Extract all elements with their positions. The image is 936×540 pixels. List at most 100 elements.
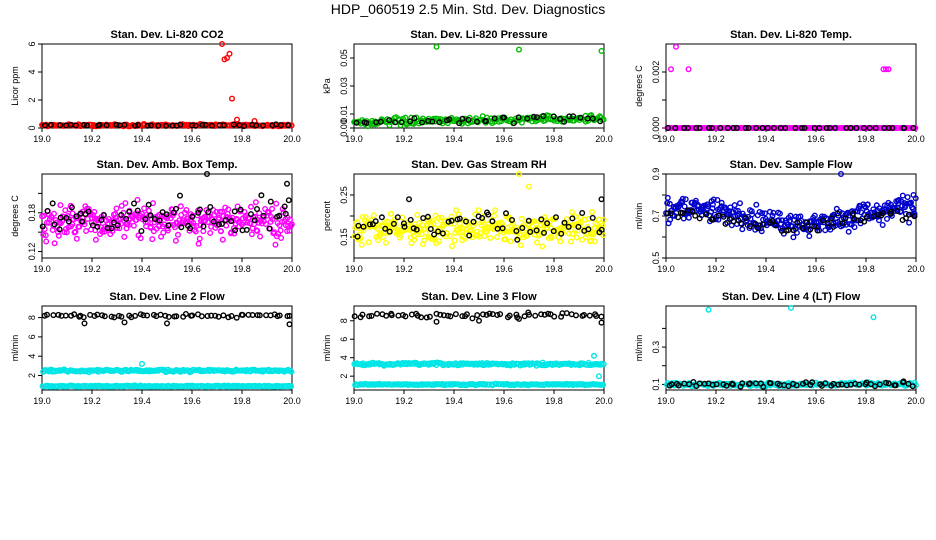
data-point: [402, 114, 409, 121]
data-point: [876, 381, 883, 388]
data-point: [147, 212, 154, 219]
data-point: [912, 382, 919, 389]
data-point: [540, 112, 547, 119]
data-point: [351, 313, 358, 320]
data-point: [155, 223, 162, 230]
data-point: [257, 233, 264, 240]
data-point: [600, 216, 607, 223]
data-point: [188, 122, 195, 129]
data-point: [207, 229, 214, 236]
data-point: [186, 225, 193, 232]
data-point: [541, 229, 548, 236]
data-point: [190, 219, 197, 226]
data-point: [856, 381, 863, 388]
x-tick-label: 19.6: [807, 396, 825, 406]
data-point: [358, 241, 365, 248]
data-point: [575, 223, 582, 230]
chart-title: Stan. Dev. Sample Flow: [730, 159, 853, 171]
data-point: [420, 215, 427, 222]
data-point: [365, 239, 372, 246]
data-point: [51, 240, 58, 247]
data-point: [423, 314, 430, 321]
data-point: [160, 229, 167, 236]
data-point: [137, 235, 144, 242]
data-point: [109, 228, 116, 235]
data-point: [446, 116, 453, 123]
y-tick-label: 0.3: [651, 341, 661, 354]
chart-title: Stan. Dev. Li-820 Pressure: [410, 29, 547, 41]
chart-panel: Stan. Dev. Line 2 Flow 19.0 19.2 19.4 19.6 19…: [10, 291, 301, 406]
data-point: [598, 226, 605, 233]
data-point: [189, 312, 196, 319]
data-point: [807, 226, 814, 233]
data-point: [435, 228, 442, 235]
data-point: [573, 312, 580, 319]
data-point: [147, 122, 154, 129]
data-point: [824, 220, 831, 227]
data-point: [163, 320, 170, 327]
data-point: [130, 222, 137, 229]
data-point: [247, 211, 254, 218]
data-point: [767, 380, 774, 387]
data-point: [462, 235, 469, 242]
data-point: [49, 200, 56, 207]
data-point: [573, 234, 580, 241]
data-point: [285, 122, 292, 129]
data-point: [690, 379, 697, 386]
data-point: [204, 219, 211, 226]
y-tick-label: 4: [339, 355, 349, 360]
data-point: [790, 227, 797, 234]
data-point: [788, 304, 795, 311]
chart-panel: Stan. Dev. Li-820 CO2 19.0 19.2 19.4 19.6 19.…: [10, 29, 301, 144]
data-point: [286, 227, 293, 234]
data-point: [269, 122, 276, 129]
x-tick-label: 19.4: [757, 264, 775, 274]
data-point: [420, 241, 427, 248]
data-point: [263, 220, 270, 227]
data-point: [112, 210, 119, 217]
y-tick-label: 2: [339, 374, 349, 379]
x-tick-label: 20.0: [595, 264, 613, 274]
data-point: [118, 211, 125, 218]
data-point: [422, 229, 429, 236]
data-point: [383, 239, 390, 246]
data-point: [911, 213, 918, 220]
data-point: [681, 203, 688, 210]
data-point: [749, 211, 756, 218]
data-point: [507, 238, 514, 245]
data-point: [386, 228, 393, 235]
data-point: [43, 238, 50, 245]
data-point: [436, 119, 443, 126]
data-point: [62, 312, 69, 319]
data-point: [679, 209, 686, 216]
data-point: [745, 124, 752, 131]
data-point: [668, 210, 675, 217]
data-point: [898, 208, 905, 215]
chart-panel: Stan. Dev. Li-820 Temp. 19.0 19.2 19.4 19.6 1…: [634, 29, 925, 144]
data-point: [847, 124, 854, 131]
chart-title: Stan. Dev. Li-820 CO2: [111, 29, 224, 41]
data-point: [220, 122, 227, 129]
x-tick-label: 19.4: [757, 396, 775, 406]
y-tick-label: 4: [27, 354, 37, 359]
chart-panel: Stan. Dev. Li-820 Pressure 19.0 19.2 19.4 19…: [322, 29, 613, 144]
x-tick-label: 20.0: [595, 396, 613, 406]
data-point: [673, 43, 680, 50]
data-point: [539, 243, 546, 250]
data-point: [286, 312, 293, 319]
data-point: [664, 194, 671, 201]
chart-title: Stan. Dev. Line 2 Flow: [109, 291, 225, 303]
data-point: [269, 216, 276, 223]
data-point: [55, 311, 62, 318]
data-point: [769, 212, 776, 219]
data-point: [598, 319, 605, 326]
data-point: [714, 196, 721, 203]
data-point: [142, 216, 149, 223]
x-tick-label: 19.8: [233, 264, 251, 274]
data-point: [912, 124, 919, 131]
data-point: [483, 118, 490, 125]
data-point: [192, 228, 199, 235]
y-tick-label: 0.00: [339, 119, 349, 137]
data-point: [563, 310, 570, 317]
data-point: [524, 232, 531, 239]
